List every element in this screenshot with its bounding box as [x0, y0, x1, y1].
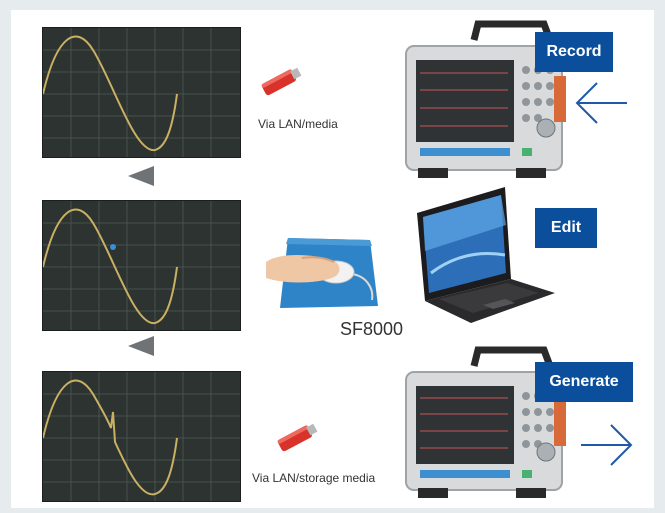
- edited-waveform: [43, 201, 240, 330]
- usb-stick-icon: [277, 423, 318, 452]
- edit-tag: Edit: [535, 208, 597, 248]
- waveform-screen-edited: [42, 200, 241, 331]
- arrow-left-icon: [575, 82, 627, 124]
- usb-stick-icon: [261, 67, 302, 96]
- transfer-label-record: Via LAN/media: [258, 117, 338, 131]
- waveform-screen-generated: [42, 371, 241, 502]
- mouse-on-pad-icon: [266, 238, 378, 308]
- transfer-label-generate: Via LAN/storage media: [252, 471, 376, 485]
- flow-arrow-2: [128, 336, 154, 356]
- flow-arrow-1: [128, 166, 154, 186]
- waveform-screen-recorded: [42, 27, 241, 158]
- memory-recorder-icon: [405, 20, 566, 178]
- arrow-right-icon: [581, 424, 633, 466]
- recorded-waveform: [43, 28, 240, 157]
- record-tag: Record: [535, 32, 613, 72]
- laptop-icon: [417, 187, 555, 323]
- software-label: SF8000: [340, 319, 404, 339]
- generate-tag: Generate: [535, 362, 633, 402]
- memory-recorder-icon: [405, 346, 566, 498]
- edit-cursor-marker: [110, 244, 116, 250]
- generated-waveform: [43, 372, 240, 501]
